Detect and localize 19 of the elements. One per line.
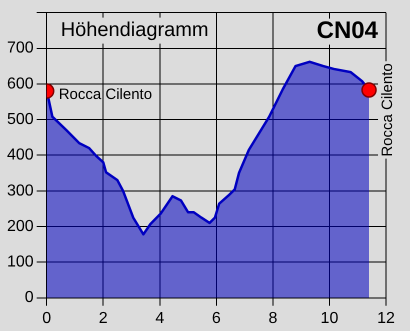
x-tick-label: 8	[268, 310, 278, 327]
x-tick-label: 12	[377, 310, 395, 327]
y-tick-label: 200	[6, 218, 34, 235]
y-tick-label: 100	[6, 254, 34, 271]
y-tick-label: 300	[6, 182, 34, 200]
x-tick-label: 4	[155, 310, 164, 327]
x-tick-label: 10	[320, 310, 338, 327]
y-tick-label: 700	[6, 40, 34, 57]
x-tick-label: 0	[42, 310, 52, 327]
y-tick-label: 600	[6, 75, 34, 92]
annotation: Rocca Cilento	[379, 63, 396, 157]
y-tick-label: 500	[6, 110, 34, 128]
x-tick-label: 2	[98, 310, 108, 327]
annotation: Rocca Cilento	[58, 86, 152, 104]
y-tick-label: 0	[24, 289, 34, 306]
chart-title: Höhendiagramm	[60, 19, 209, 42]
x-tick-label: 6	[212, 310, 221, 327]
chart-subtitle: CN04	[316, 17, 379, 44]
y-tick-label: 400	[6, 146, 34, 164]
